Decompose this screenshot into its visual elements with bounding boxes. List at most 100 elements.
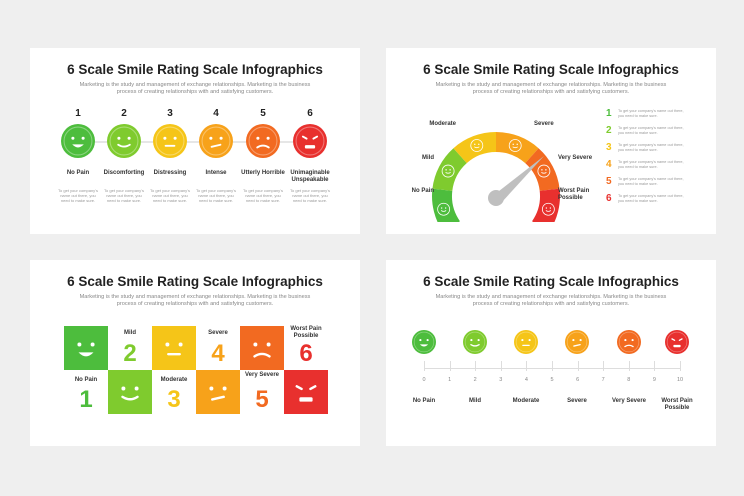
gauge-label: Very Severe (558, 155, 593, 161)
block-label: Mild (124, 330, 136, 336)
pain-description: To get your company's name out there, yo… (196, 188, 236, 203)
scale-number: 6 (307, 108, 313, 119)
tick-label: 3 (499, 377, 503, 383)
rating-square (64, 326, 108, 370)
pain-description: To get your company's name out there, yo… (150, 188, 190, 203)
slide-square-blocks: 6 Scale Smile Rating Scale Infographics … (30, 260, 360, 446)
legend-number: 2 (606, 125, 612, 136)
face-icon (199, 124, 233, 158)
gauge-chart (432, 132, 560, 222)
legend-number: 1 (606, 108, 612, 119)
block-label: Moderate (160, 377, 188, 383)
block-number: 1 (79, 386, 93, 413)
legend-text: To get your company's name out there, yo… (618, 109, 684, 118)
face-icon (246, 124, 280, 158)
scale-tick (603, 361, 605, 371)
rating-square (240, 326, 284, 370)
scale-tick (449, 361, 451, 371)
slide-horizontal-faces: 6 Scale Smile Rating Scale Infographics … (30, 48, 360, 234)
scale-label: Severe (567, 398, 587, 404)
face-icon (565, 330, 589, 354)
tick-label: 0 (422, 377, 426, 383)
tick-label: 8 (627, 377, 631, 383)
rating-square (196, 370, 240, 414)
slide-subtitle: Marketing is the study and management of… (435, 82, 667, 95)
scale-label: No Pain (412, 398, 436, 404)
connector-line (78, 141, 314, 143)
face-icon (514, 330, 538, 354)
legend-number: 3 (606, 142, 612, 153)
face-icon (508, 139, 522, 152)
block-number: 6 (299, 340, 313, 367)
face-icon (463, 330, 487, 354)
block-number: 4 (211, 340, 225, 367)
scale-label: Worst Pain Possible (661, 398, 693, 411)
block-label: Very Severe (244, 372, 280, 378)
tick-label: 7 (601, 377, 605, 383)
scale-tick (680, 361, 681, 371)
tick-label: 1 (448, 377, 452, 383)
gauge-label: Moderate (429, 121, 456, 127)
scale-number: 2 (121, 108, 127, 119)
scale-tick (475, 361, 477, 371)
gauge-segment (453, 132, 496, 164)
gauge-label: Worst Pain Possible (558, 188, 590, 201)
gauge-segment (432, 188, 460, 222)
scale-tick (577, 361, 579, 371)
slide-gauge: 6 Scale Smile Rating Scale Infographics … (386, 48, 716, 234)
block-number: 3 (167, 386, 181, 413)
face-icon (412, 330, 436, 354)
rating-square (284, 370, 328, 414)
scale-tick (424, 361, 425, 371)
face-icon (537, 164, 551, 178)
tick-label: 10 (676, 377, 684, 383)
face-icon (541, 202, 555, 216)
gauge-label: No Pain (411, 188, 434, 194)
legend-text: To get your company's name out there, yo… (618, 160, 684, 169)
legend-text: To get your company's name out there, yo… (618, 126, 684, 135)
face-icon (107, 124, 141, 158)
gauge-segment (496, 132, 539, 164)
legend-text: To get your company's name out there, yo… (618, 194, 684, 203)
block-label: No Pain (74, 377, 98, 383)
legend-number: 6 (606, 193, 612, 204)
face-icon (153, 124, 187, 158)
slide-title: 6 Scale Smile Rating Scale Infographics (423, 62, 679, 77)
legend-number: 5 (606, 176, 612, 187)
legend-text: To get your company's name out there, yo… (618, 143, 684, 152)
rating-square (108, 370, 152, 414)
face-icon (61, 124, 95, 158)
slide-title: 6 Scale Smile Rating Scale Infographics (67, 274, 323, 289)
pain-label: Distressing (153, 170, 187, 176)
slide-subtitle: Marketing is the study and management of… (79, 294, 311, 307)
block-number: 5 (255, 386, 269, 413)
face-icon (470, 139, 484, 152)
block-label: Worst Pain Possible (290, 326, 322, 339)
pain-label: No Pain (66, 170, 90, 176)
scale-number: 4 (213, 108, 219, 119)
pain-description: To get your company's name out there, yo… (243, 188, 283, 203)
tick-label: 2 (473, 377, 477, 383)
tick-label: 5 (550, 377, 554, 383)
legend-text: To get your company's name out there, yo… (618, 177, 684, 186)
face-icon (441, 164, 455, 178)
scale-tick (628, 361, 630, 371)
pain-description: To get your company's name out there, yo… (290, 188, 330, 203)
block-label: Severe (208, 330, 228, 336)
tick-label: 9 (652, 377, 656, 383)
scale-tick (526, 361, 528, 371)
slide-number-line: 6 Scale Smile Rating Scale Infographics … (386, 260, 716, 446)
pain-label: Intense (205, 170, 227, 176)
scale-number: 1 (75, 108, 81, 119)
gauge-segment (532, 188, 560, 222)
scale-number: 5 (260, 108, 266, 119)
scale-number: 3 (167, 108, 173, 119)
face-icon (665, 330, 689, 354)
scale-tick (552, 361, 553, 371)
gauge-hub (488, 190, 504, 206)
tick-label: 6 (576, 377, 580, 383)
slide-subtitle: Marketing is the study and management of… (435, 294, 667, 307)
rating-square (152, 326, 196, 370)
pain-label: Discomforting (103, 170, 145, 176)
gauge-label: Mild (422, 155, 434, 161)
